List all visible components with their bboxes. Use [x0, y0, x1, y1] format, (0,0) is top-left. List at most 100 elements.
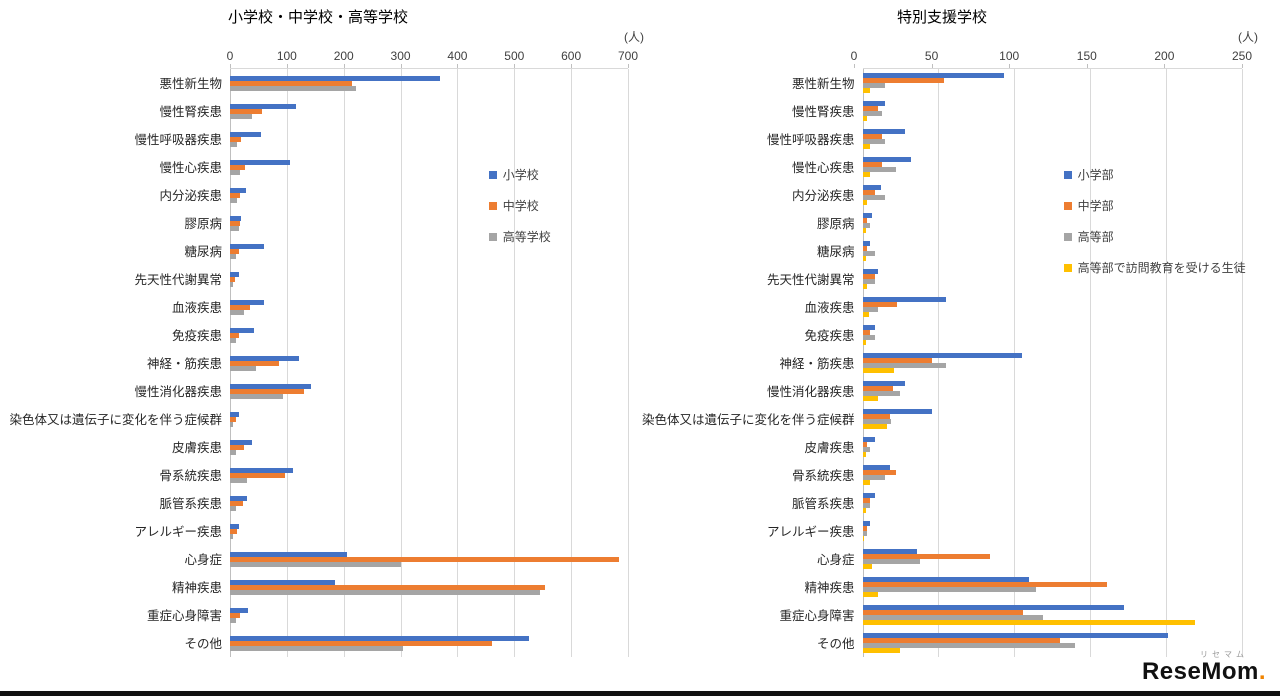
resemom-logo: リセマム ReseMom. — [1142, 651, 1266, 684]
bar-中学部 — [862, 106, 878, 111]
bar-group — [230, 489, 628, 517]
bar-高等部で訪問教育を受ける生徒 — [862, 452, 866, 457]
gridline — [1166, 69, 1168, 657]
bar-高等学校 — [230, 365, 257, 371]
gridline — [514, 69, 516, 657]
bar-group — [230, 69, 628, 97]
category-label: 慢性消化器疾患 — [767, 384, 855, 399]
axis-spacer — [8, 28, 230, 68]
bar-中学校 — [230, 500, 243, 506]
bar-小学部 — [862, 493, 875, 498]
category-label: アレルギー疾患 — [134, 524, 222, 539]
bar-小学部 — [862, 73, 1004, 78]
bar-group — [230, 153, 628, 181]
tick-label: 500 — [504, 49, 525, 63]
bar-小学部 — [862, 269, 878, 274]
bar-中学校 — [230, 164, 246, 170]
bar-中学校 — [230, 108, 263, 114]
bar-中学部 — [862, 274, 875, 279]
legend-swatch — [1063, 232, 1072, 241]
bar-高等学校 — [230, 85, 357, 91]
bar-小学部 — [862, 605, 1124, 610]
bar-高等学校 — [230, 533, 233, 539]
bar-group — [230, 545, 628, 573]
bar-高等学校 — [230, 281, 233, 287]
bar-中学部 — [862, 470, 896, 475]
bar-中学部 — [862, 190, 875, 195]
category-label: 慢性心疾患 — [792, 160, 855, 175]
resemom-wordmark: ReseMom. — [1142, 660, 1266, 684]
bar-group — [862, 377, 1242, 405]
legend-item: 高等学校 — [488, 221, 551, 252]
tick-label: 150 — [1076, 49, 1097, 63]
bar-中学校 — [230, 472, 285, 478]
x-axis-ticks: (人) 0 100 200 300 400 500 600 700 — [227, 28, 644, 68]
bar-小学校 — [230, 299, 265, 305]
bar-小学部 — [862, 633, 1168, 638]
bar-中学部 — [862, 246, 868, 251]
bar-高等部で訪問教育を受ける生徒 — [862, 396, 878, 401]
bar-小学部 — [862, 241, 871, 246]
bar-小学校 — [230, 131, 262, 137]
legend-label: 高等部 — [1077, 230, 1114, 244]
bar-高等部 — [862, 503, 871, 508]
category-labels: 悪性新生物 慢性腎疾患 慢性呼吸器疾患 慢性心疾患 内分泌疾患 膠原病 糖尿病 先天性代謝異常… — [642, 68, 863, 657]
gridline — [343, 69, 345, 657]
bar-中学校 — [230, 528, 237, 534]
bar-小学校 — [230, 243, 265, 249]
bar-中学校 — [230, 360, 279, 366]
bar-高等部 — [862, 279, 875, 284]
category-label: その他 — [184, 636, 222, 651]
gridline — [400, 69, 402, 657]
bar-高等部で訪問教育を受ける生徒 — [862, 228, 866, 233]
bar-高等部 — [862, 559, 921, 564]
category-label: 精神疾患 — [171, 580, 222, 595]
bar-中学部 — [862, 386, 893, 391]
bar-中学校 — [230, 416, 236, 422]
bar-小学校 — [230, 215, 242, 221]
legend-label: 中学部 — [1077, 199, 1114, 213]
bar-小学部 — [862, 297, 946, 302]
bar-高等部で訪問教育を受ける生徒 — [862, 480, 871, 485]
gridline — [286, 69, 288, 657]
bar-group — [230, 97, 628, 125]
bar-中学部 — [862, 442, 868, 447]
bar-group — [230, 573, 628, 601]
axis-spacer — [642, 28, 854, 68]
charts-row: 小学校・中学校・高等学校 (人) 0 100 200 300 400 500 600 700 … — [8, 8, 1258, 657]
bar-group — [862, 629, 1242, 657]
resemom-wordmark-dot: . — [1258, 658, 1266, 685]
bar-高等学校 — [230, 449, 236, 455]
bar-中学部 — [862, 554, 991, 559]
bar-小学校 — [230, 635, 529, 641]
bar-高等部で訪問教育を受ける生徒 — [862, 508, 866, 513]
bar-高等部で訪問教育を受ける生徒 — [862, 144, 871, 149]
bar-中学校 — [230, 584, 545, 590]
bar-中学校 — [230, 612, 241, 618]
bar-group — [230, 433, 628, 461]
bar-小学部 — [862, 577, 1030, 582]
bar-高等部 — [862, 391, 901, 396]
bar-中学校 — [230, 192, 241, 198]
bar-小学部 — [862, 409, 933, 414]
bar-group — [862, 209, 1242, 237]
bar-高等部で訪問教育を受ける生徒 — [862, 536, 865, 541]
bar-rows — [230, 69, 628, 657]
legend-item: 中学校 — [488, 190, 551, 221]
bar-中学部 — [862, 302, 898, 307]
resemom-katakana: リセマム — [1199, 650, 1248, 659]
gridline — [1242, 69, 1243, 657]
category-label: その他 — [817, 636, 855, 651]
bar-高等学校 — [230, 197, 237, 203]
legend-item: 小学校 — [488, 159, 551, 190]
category-label: 慢性消化器疾患 — [134, 384, 222, 399]
chart-regular-schools: 小学校・中学校・高等学校 (人) 0 100 200 300 400 500 600 700 … — [8, 8, 644, 657]
bar-group — [862, 601, 1242, 629]
bar-group — [230, 349, 628, 377]
category-label: 重症心身障害 — [779, 608, 855, 623]
bar-小学校 — [230, 579, 335, 585]
bar-高等部で訪問教育を受ける生徒 — [862, 312, 869, 317]
legend-label: 高等部で訪問教育を受ける生徒 — [1077, 261, 1246, 275]
bar-高等学校 — [230, 561, 401, 567]
bar-中学校 — [230, 444, 245, 450]
